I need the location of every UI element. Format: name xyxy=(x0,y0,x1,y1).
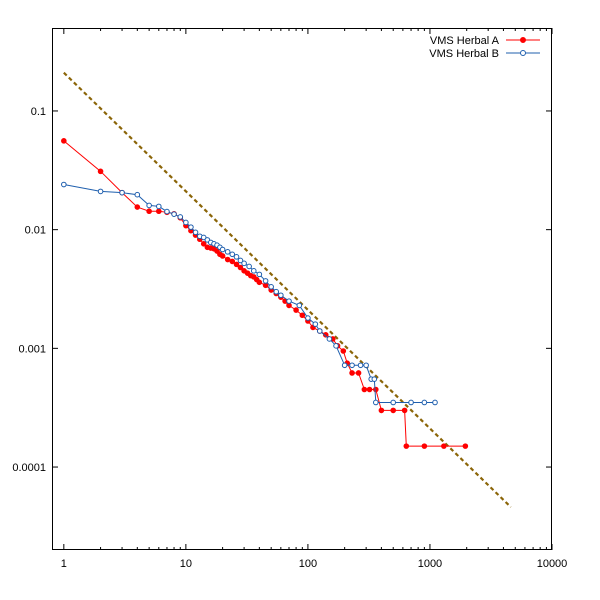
data-point xyxy=(371,376,378,382)
legend-marker xyxy=(520,50,526,56)
data-point xyxy=(61,181,67,188)
data-point xyxy=(241,260,247,267)
x-tick-label: 100 xyxy=(299,558,317,570)
data-point xyxy=(188,224,194,230)
data-point xyxy=(390,407,397,414)
data-point xyxy=(312,321,319,327)
x-axis: 1 10 100 1000 10000 xyxy=(61,28,568,570)
data-point xyxy=(219,246,226,253)
data-point xyxy=(146,202,152,209)
legend-label: VMS Herbal A xyxy=(430,35,500,47)
data-point xyxy=(171,211,177,217)
data-point xyxy=(326,336,333,342)
data-point xyxy=(61,138,67,144)
data-point xyxy=(305,315,311,321)
data-point xyxy=(401,407,408,414)
data-point xyxy=(155,208,162,215)
data-point xyxy=(97,168,104,175)
data-point xyxy=(341,362,348,369)
data-point xyxy=(256,279,263,286)
data-point xyxy=(390,399,397,406)
data-point xyxy=(224,249,231,255)
data-point xyxy=(403,443,410,449)
data-point xyxy=(229,251,236,258)
data-point xyxy=(183,219,189,226)
y-axis: 0.1 0.01 0.001 0.0001 xyxy=(12,106,552,474)
y-tick-label: 0.001 xyxy=(18,343,46,355)
data-point xyxy=(278,292,284,299)
data-point xyxy=(355,370,362,376)
data-point xyxy=(119,189,125,196)
data-point xyxy=(378,407,385,414)
data-point xyxy=(373,386,379,393)
series-layer xyxy=(61,138,469,449)
data-point xyxy=(421,443,428,449)
data-point xyxy=(293,307,299,313)
data-point xyxy=(357,362,364,369)
data-point xyxy=(192,229,199,236)
data-point xyxy=(262,278,269,284)
data-point xyxy=(229,258,236,265)
data-point xyxy=(246,263,252,270)
data-point xyxy=(408,399,414,406)
legend-marker xyxy=(520,37,526,43)
data-point xyxy=(233,261,240,268)
data-point xyxy=(237,264,244,271)
reference-line xyxy=(63,71,512,508)
data-point xyxy=(200,241,207,247)
data-point xyxy=(250,268,257,274)
data-point xyxy=(273,288,280,295)
x-tick-label: 10 xyxy=(180,558,192,570)
data-point xyxy=(224,256,231,263)
data-point xyxy=(256,271,263,278)
y-tick-label: 0.0001 xyxy=(12,462,46,474)
x-tick-label: 1000 xyxy=(418,558,442,570)
data-point xyxy=(237,257,244,264)
data-point xyxy=(97,188,104,195)
data-point xyxy=(363,362,369,369)
data-point xyxy=(349,370,355,376)
x-tick-label: 10000 xyxy=(537,558,568,570)
data-point xyxy=(286,298,292,304)
data-point xyxy=(373,399,379,406)
data-point xyxy=(146,208,152,215)
y-tick-label: 0.01 xyxy=(25,225,46,237)
data-point xyxy=(340,348,347,354)
data-point xyxy=(421,399,428,406)
data-point xyxy=(316,328,323,334)
series-2 xyxy=(61,181,438,406)
data-point xyxy=(432,399,438,406)
data-point xyxy=(361,386,368,393)
data-point xyxy=(200,234,207,241)
data-point xyxy=(219,253,226,259)
data-point xyxy=(366,386,373,393)
data-point xyxy=(268,284,274,290)
data-point xyxy=(322,332,329,338)
data-point xyxy=(233,254,240,260)
data-point xyxy=(441,443,447,449)
legend-label: VMS Herbal B xyxy=(429,48,499,60)
data-point xyxy=(333,343,339,349)
data-point xyxy=(299,312,306,319)
data-point xyxy=(462,443,469,449)
data-point xyxy=(349,362,355,369)
data-point xyxy=(134,191,141,198)
data-point xyxy=(134,204,141,210)
y-tick-label: 0.1 xyxy=(31,106,46,118)
data-point xyxy=(155,203,162,210)
reference-line-group xyxy=(63,71,512,508)
data-point xyxy=(296,302,303,309)
data-point xyxy=(164,208,170,215)
data-point xyxy=(177,214,184,220)
x-tick-label: 1 xyxy=(61,558,67,570)
